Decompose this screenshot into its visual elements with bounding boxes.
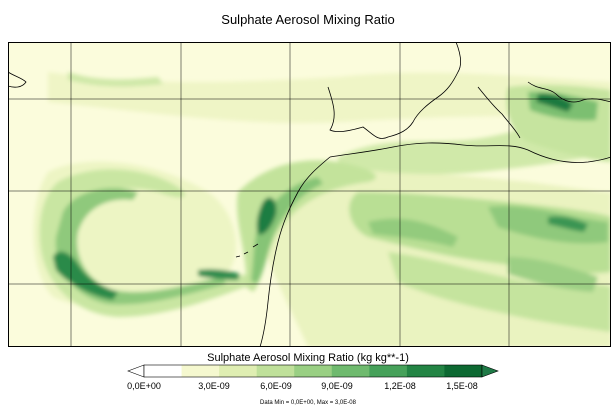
colorbar-swatch (294, 365, 333, 377)
plume-coast-core (256, 197, 277, 235)
plume-greece-core (536, 93, 573, 112)
coastline-canaries (235, 243, 259, 258)
coastline-italy (477, 86, 521, 139)
data-range-note: Data Min = 0,0E+00, Max = 3,0E-08 (260, 400, 356, 406)
coastline-iberia-france (327, 42, 462, 139)
pale-band-north (48, 72, 611, 123)
graticule (8, 42, 611, 347)
colorbar-tick-1: 3,0E-09 (198, 381, 230, 391)
colorbar-tick-4: 1,2E-08 (384, 381, 416, 391)
plume-coast (236, 160, 377, 292)
colorbar-swatch (331, 365, 370, 377)
coastlines (8, 42, 611, 347)
coastline-north-africa (329, 142, 611, 163)
map-title: Sulphate Aerosol Mixing Ratio (221, 12, 395, 27)
map-plot-area (8, 42, 611, 347)
coastline-newfoundland (8, 71, 27, 88)
aerosol-map (8, 42, 611, 347)
colorbar-swatch (406, 365, 445, 377)
colorbar-tick-3: 9,0E-09 (321, 381, 353, 391)
colorbar-swatch (144, 365, 182, 377)
colorbar-tick-2: 6,0E-09 (260, 381, 292, 391)
coastline-west-africa (259, 156, 331, 347)
plume-spiral-core (53, 251, 118, 300)
colorbar-tick-0: 0,0E+00 (127, 381, 161, 391)
plume-spiral-outer (39, 169, 258, 317)
plume-north-band (68, 72, 163, 87)
colorbar-swatch (181, 365, 220, 377)
colorbar-extend-low (127, 364, 145, 378)
plume-sahara-south (388, 252, 611, 332)
plume-east-lower (508, 257, 598, 292)
map-frame (8, 42, 611, 347)
colorbar-label: Sulphate Aerosol Mixing Ratio (kg kg**-1… (207, 352, 409, 364)
plume-trail-core (198, 269, 240, 280)
plume-east-mid (488, 205, 608, 244)
colorbar-swatch (219, 365, 257, 377)
colorbar-extend-high (481, 364, 499, 378)
colorbar (127, 364, 499, 378)
colorbar-swatch (444, 365, 483, 377)
plume-sahara-mid (368, 218, 458, 247)
colorbar-swatch (369, 365, 408, 377)
colorbar-swatch (256, 365, 295, 377)
concentration-field (33, 72, 611, 347)
plume-east-core (548, 216, 588, 232)
colorbar-tick-5: 1,5E-08 (446, 381, 478, 391)
